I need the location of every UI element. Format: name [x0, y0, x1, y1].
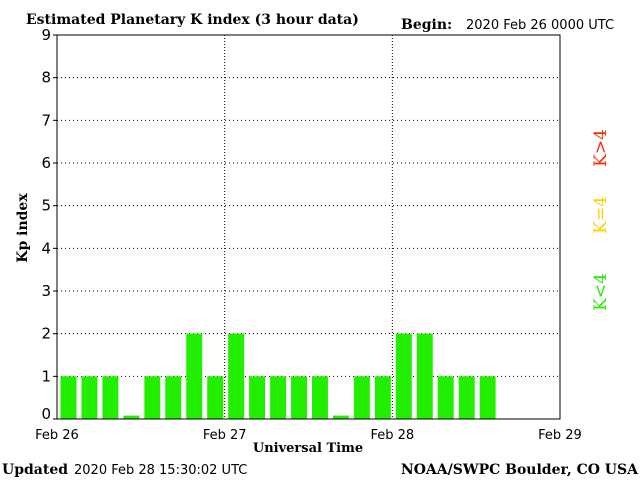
kp-bar: [249, 376, 266, 419]
kp-bar: [186, 333, 203, 419]
x-tick-label: Feb 27: [203, 428, 247, 443]
kp-bar: [60, 376, 77, 419]
kp-bar: [228, 333, 245, 419]
kp-bar: [312, 376, 328, 419]
chart-title: Estimated Planetary K index (3 hour data…: [26, 12, 359, 28]
x-tick-label: Feb 28: [370, 428, 414, 443]
y-tick-label: 1: [41, 367, 51, 385]
begin-label: Begin:: [401, 17, 452, 33]
kp-bar: [102, 376, 119, 419]
kp-bar: [144, 376, 161, 419]
kp-bar: [291, 376, 307, 419]
plot-area: 0 1 2 3 4 5 6 7 8 9 Feb 26 Feb 27 Feb 28 Feb 29: [35, 26, 582, 443]
source-credit: NOAA/SWPC Boulder, CO USA: [401, 462, 639, 478]
y-tick-label: 4: [41, 239, 51, 257]
kp-bar: [270, 376, 287, 419]
x-axis-label: Universal Time: [253, 441, 363, 456]
kp-bar: [437, 376, 454, 419]
y-axis-label: Kp index: [15, 193, 31, 263]
y-tick-label: 0: [41, 405, 51, 423]
legend-k-equal-4: K=4: [591, 196, 611, 234]
kp-bar: [123, 415, 140, 419]
y-tick-label: 9: [41, 26, 51, 44]
legend-k-greater-4: K>4: [591, 129, 611, 167]
kp-bar: [81, 376, 98, 419]
y-tick-label: 5: [41, 197, 51, 215]
begin-value: 2020 Feb 26 0000 UTC: [466, 18, 614, 33]
updated-value: 2020 Feb 28 15:30:02 UTC: [74, 463, 247, 478]
kp-bar: [332, 415, 349, 419]
y-tick-label: 7: [41, 111, 51, 129]
plot-frame: [56, 34, 561, 420]
y-tick-label: 2: [41, 325, 51, 343]
kp-bar: [374, 376, 391, 419]
legend-k-less-4: K<4: [591, 273, 611, 311]
kp-bar: [353, 376, 370, 419]
kp-bar: [207, 376, 224, 419]
y-tick-label: 3: [41, 282, 51, 300]
kp-bar: [416, 333, 433, 419]
y-tick-label: 8: [41, 69, 51, 87]
kp-bar: [395, 333, 412, 419]
x-tick-label: Feb 26: [35, 428, 79, 443]
x-tick-label: Feb 29: [538, 428, 582, 443]
updated-label: Updated: [2, 462, 68, 478]
kp-bar: [458, 376, 475, 419]
y-tick-label: 6: [41, 154, 51, 172]
kp-bar: [165, 376, 182, 419]
kp-bar: [479, 376, 496, 419]
